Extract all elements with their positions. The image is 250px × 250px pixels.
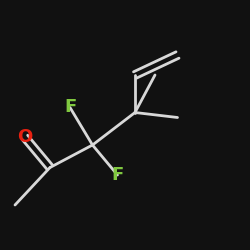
Text: O: O	[18, 128, 32, 146]
Text: F: F	[64, 98, 76, 116]
Text: F: F	[112, 166, 124, 184]
